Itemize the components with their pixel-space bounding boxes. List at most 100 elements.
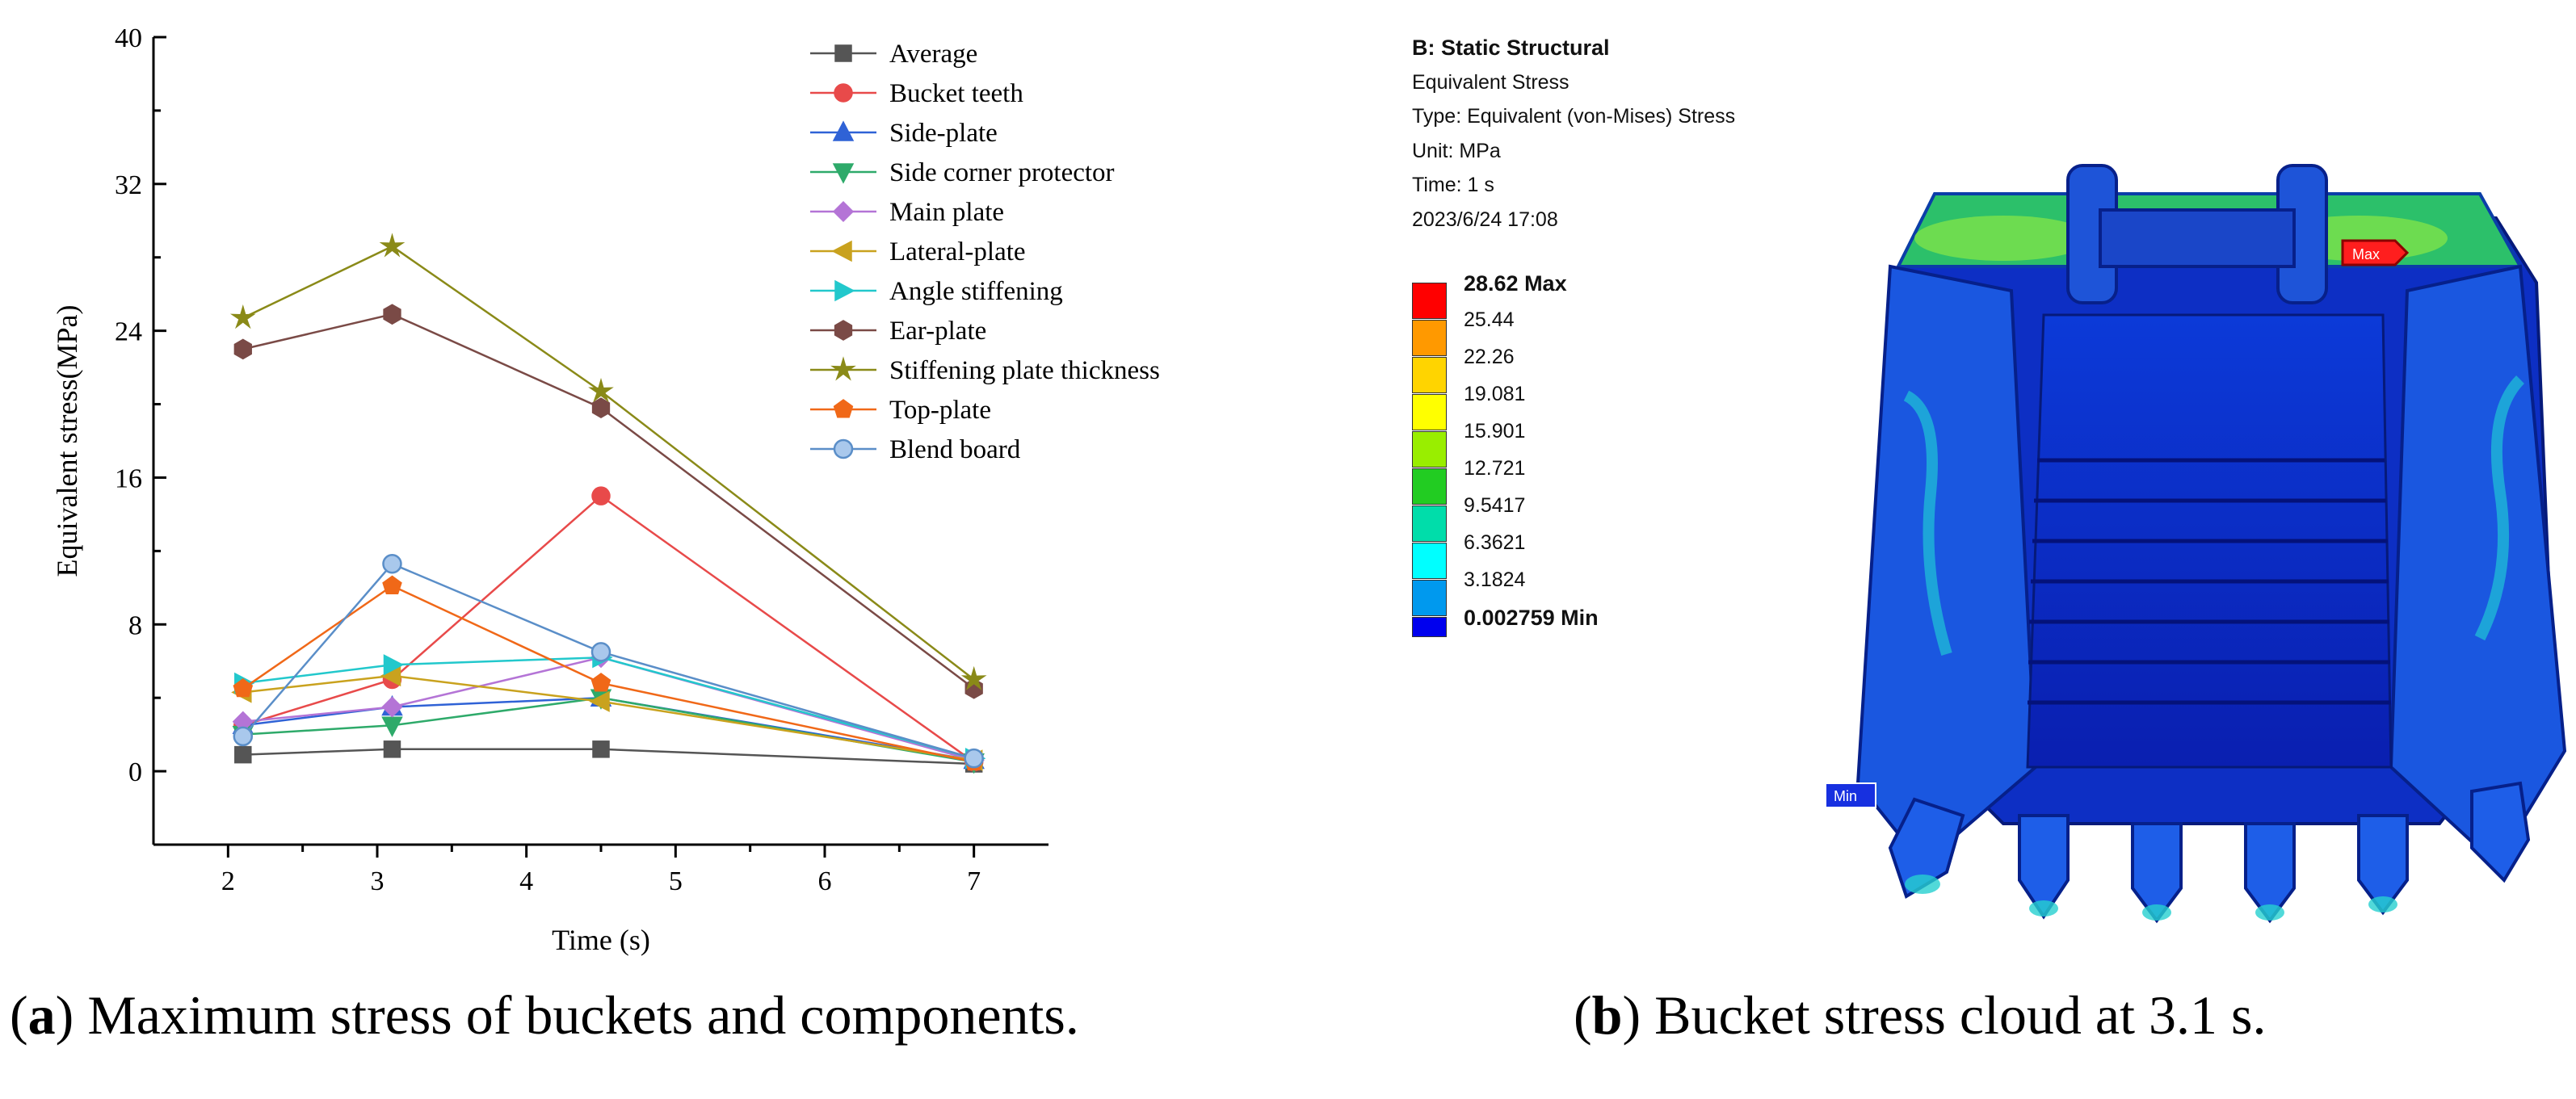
series-line xyxy=(242,656,975,760)
legend-label: Average xyxy=(889,40,977,69)
legend-marker xyxy=(834,83,853,103)
legend-marker xyxy=(831,240,852,262)
data-point xyxy=(229,304,256,329)
legend-marker xyxy=(834,279,855,302)
data-point xyxy=(591,486,611,505)
legend-label: Angle stiffening xyxy=(889,277,1063,306)
legend-entry: Ear-plate xyxy=(810,317,986,346)
y-tick-label: 40 xyxy=(115,23,142,53)
min-tag xyxy=(1826,782,1876,808)
y-axis-title: Equivalent stress(MPa) xyxy=(51,305,83,577)
x-tick-label: 7 xyxy=(967,866,981,896)
legend-label: Top-plate xyxy=(889,396,991,425)
data-point xyxy=(233,677,254,698)
legend-marker xyxy=(832,120,855,141)
legend-label: Main plate xyxy=(889,198,1004,227)
scale-label: 12.721 xyxy=(1464,457,1526,480)
legend-entry: Bucket teeth xyxy=(810,79,1023,108)
scale-color-box xyxy=(1412,543,1447,579)
y-tick-label: 24 xyxy=(115,317,142,347)
data-point xyxy=(233,726,254,747)
scale-color-box xyxy=(1412,283,1447,319)
series-stiffening-plate-thickness xyxy=(229,233,987,690)
legend-label: Side corner protector xyxy=(889,158,1115,187)
scale-color-box xyxy=(1412,617,1447,637)
data-point xyxy=(589,690,610,712)
result-time: Time: 1 s xyxy=(1412,174,1494,196)
legend-label: Ear-plate xyxy=(889,317,986,346)
caption-b: (b) Bucket stress cloud at 3.1 s. xyxy=(1574,984,2267,1046)
legend-label: Bucket teeth xyxy=(889,79,1023,108)
chart-legend: Average Bucket teeth Side-plate Side corner… xyxy=(810,40,1160,464)
caption-a: (a) Maximum stress of buckets and compon… xyxy=(10,984,1079,1046)
scale-color-box xyxy=(1412,468,1447,505)
legend-entry: Side-plate xyxy=(810,119,998,148)
data-point xyxy=(383,740,401,758)
scale-color-box xyxy=(1412,357,1447,393)
legend-entry: Average xyxy=(810,40,977,69)
legend-label: Blend board xyxy=(889,435,1021,464)
scale-label: 28.62 Max xyxy=(1464,271,1567,296)
bucket-stress-cloud: Max Min xyxy=(1826,164,2567,924)
scale-label: 19.081 xyxy=(1464,383,1526,405)
series-ear-plate xyxy=(233,304,983,699)
data-point xyxy=(590,642,611,662)
legend-entry: Angle stiffening xyxy=(810,277,1063,306)
legend-entry: Main plate xyxy=(810,198,1004,227)
x-tick-label: 4 xyxy=(519,866,533,896)
caption-a-letter: a xyxy=(27,984,56,1046)
caption-b-text: Bucket stress cloud at 3.1 s. xyxy=(1641,984,2267,1046)
scale-color-box xyxy=(1412,431,1447,468)
caption-b-letter: b xyxy=(1591,984,1623,1046)
legend-entry: Side corner protector xyxy=(810,158,1115,187)
legend-marker xyxy=(830,356,856,381)
chart-series xyxy=(229,233,987,774)
result-date: 2023/6/24 17:08 xyxy=(1412,208,1558,231)
ansys-info-panel: B: Static Structural Equivalent Stress T… xyxy=(1412,31,1735,237)
data-point xyxy=(382,554,402,574)
series-line xyxy=(242,313,975,690)
data-point xyxy=(379,233,406,258)
scale-color-box xyxy=(1412,320,1447,356)
data-point xyxy=(964,748,984,769)
legend-marker xyxy=(832,163,855,184)
scale-label: 6.3621 xyxy=(1464,531,1526,554)
x-tick-label: 2 xyxy=(221,866,235,896)
data-point xyxy=(960,665,987,690)
legend-marker xyxy=(832,200,855,223)
x-tick-label: 5 xyxy=(669,866,683,896)
series-average xyxy=(234,740,983,773)
legend-marker xyxy=(833,399,854,418)
data-point xyxy=(383,654,405,676)
x-tick-label: 3 xyxy=(371,866,385,896)
legend-label: Side-plate xyxy=(889,119,998,148)
result-name: Equivalent Stress xyxy=(1412,70,1570,94)
data-point xyxy=(383,304,401,325)
series-line xyxy=(242,585,974,763)
caption-a-text: Maximum stress of buckets and components… xyxy=(74,984,1079,1046)
y-tick-label: 8 xyxy=(128,610,142,640)
y-tick-label: 0 xyxy=(128,757,142,787)
chart-axes: 0 8 16 24 32 40 2 3 4 5 6 7 Time (s) Equivalent stres… xyxy=(51,23,1048,956)
data-point xyxy=(591,397,611,418)
data-point xyxy=(590,673,611,692)
stress-line-chart: 0 8 16 24 32 40 2 3 4 5 6 7 Time (s) Equivalent stres… xyxy=(51,23,1160,956)
legend-entry: Blend board xyxy=(810,435,1021,464)
result-type: Type: Equivalent (von-Mises) Stress xyxy=(1412,105,1736,128)
analysis-title: B: Static Structural xyxy=(1412,36,1610,60)
legend-label: Lateral-plate xyxy=(889,237,1026,266)
x-tick-label: 6 xyxy=(818,866,832,896)
scale-label: 22.26 xyxy=(1464,346,1515,368)
y-tick-label: 16 xyxy=(115,464,142,493)
scale-label: 15.901 xyxy=(1464,420,1526,443)
data-point xyxy=(233,338,252,360)
bucket-left-wall xyxy=(1855,264,2038,866)
data-point xyxy=(381,696,403,718)
result-unit: Unit: MPa xyxy=(1412,139,1501,162)
max-tag xyxy=(2341,239,2410,266)
scale-label: 0.002759 Min xyxy=(1464,606,1599,630)
min-tag-label: Min xyxy=(1834,788,1857,804)
data-point xyxy=(382,575,402,595)
data-point xyxy=(234,745,252,764)
y-tick-label: 32 xyxy=(115,170,142,200)
